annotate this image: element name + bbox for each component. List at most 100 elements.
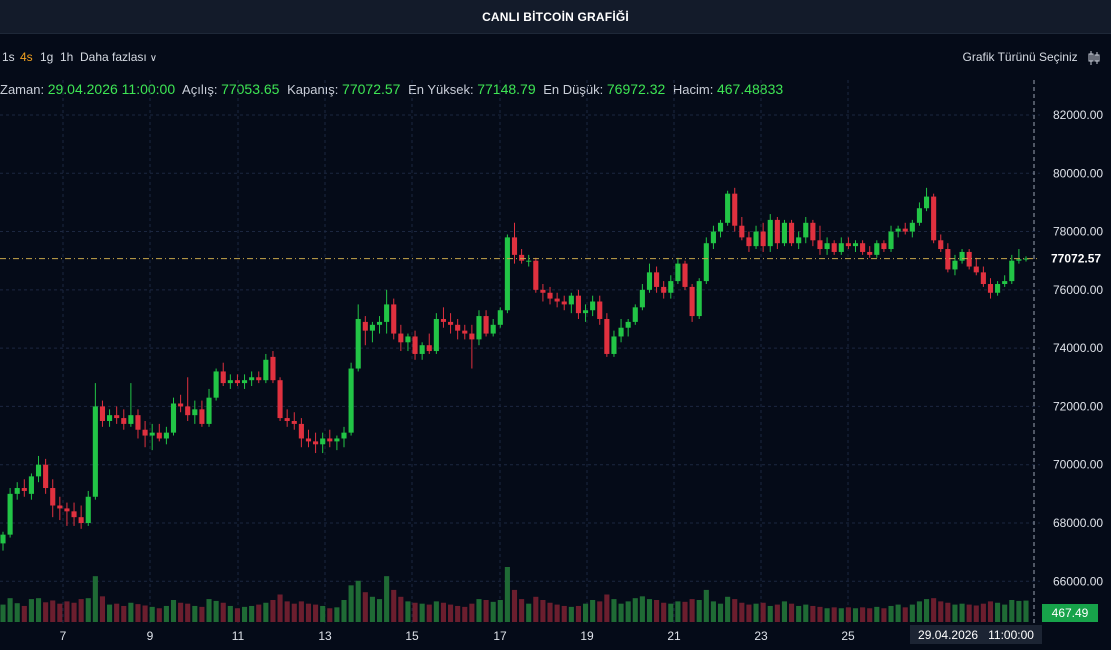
volume-bar bbox=[511, 589, 518, 622]
candle-body bbox=[604, 318, 610, 354]
page-title: CANLI BİTCOİN GRAFİĞİ bbox=[482, 9, 629, 24]
volume-bar bbox=[710, 601, 716, 622]
high-label: En Yüksek: bbox=[408, 82, 474, 97]
candle-body bbox=[163, 432, 169, 439]
last-volume-badge bbox=[1042, 604, 1098, 622]
candle-body bbox=[568, 295, 574, 305]
more-timeframes-dropdown[interactable]: Daha fazlası ∨ bbox=[80, 50, 157, 64]
candle-body bbox=[916, 208, 922, 223]
volume-bar bbox=[14, 603, 20, 622]
candle-body bbox=[632, 307, 638, 322]
candle-body bbox=[995, 284, 1001, 293]
volume-bar bbox=[135, 604, 141, 622]
volume-bar bbox=[1009, 600, 1015, 622]
y-tick-label: 82000.00 bbox=[1053, 108, 1103, 122]
volume-bar bbox=[476, 599, 482, 622]
volume-bar bbox=[611, 599, 617, 622]
volume-bar bbox=[810, 605, 816, 622]
volume-bar bbox=[469, 603, 475, 622]
timeframe-4s[interactable]: 4s bbox=[20, 50, 33, 64]
candle-body bbox=[824, 243, 830, 250]
candle-body bbox=[767, 219, 773, 247]
time-label: Zaman: bbox=[0, 82, 45, 97]
volume-bar bbox=[419, 603, 425, 622]
y-tick-label: 74000.00 bbox=[1053, 341, 1103, 355]
volume-bar bbox=[206, 599, 212, 622]
x-tick-label: 17 bbox=[493, 629, 507, 643]
volume-bar bbox=[995, 602, 1001, 622]
candle-body bbox=[831, 243, 837, 252]
volume-bar bbox=[483, 600, 489, 622]
candle-body bbox=[78, 517, 84, 523]
volume-bar bbox=[376, 599, 383, 622]
candle-body bbox=[696, 281, 702, 317]
chart-title-bar: CANLI BİTCOİN GRAFİĞİ bbox=[0, 0, 1111, 34]
volume-bar bbox=[121, 605, 127, 622]
candle-body bbox=[654, 272, 660, 287]
volume-bar bbox=[725, 596, 731, 622]
candle-body bbox=[199, 409, 205, 424]
volume-bar bbox=[412, 602, 418, 622]
volume-bar bbox=[57, 603, 63, 622]
volume-bar bbox=[178, 602, 184, 622]
volume-bar bbox=[831, 607, 837, 622]
volume-bar bbox=[227, 605, 233, 622]
candle-body bbox=[448, 321, 454, 325]
candle-body bbox=[980, 272, 986, 285]
candle-body bbox=[661, 286, 667, 293]
candle-body bbox=[1023, 258, 1029, 260]
volume-bar bbox=[114, 603, 120, 622]
candle-body bbox=[419, 345, 425, 354]
volume-bar bbox=[163, 605, 169, 622]
candle-body bbox=[327, 438, 333, 442]
candle-body bbox=[582, 310, 589, 314]
candlestick-chart[interactable]: 82000.00 80000.00 78000.00 76000.00 74000.00… bbox=[0, 80, 1111, 650]
candle-body bbox=[796, 237, 802, 244]
candle-body bbox=[341, 432, 347, 439]
candle-body bbox=[50, 488, 56, 506]
volume-bar bbox=[582, 603, 589, 622]
candle-body bbox=[0, 534, 6, 544]
candle-body bbox=[845, 243, 851, 247]
candle-body bbox=[497, 310, 503, 325]
candle-body bbox=[703, 243, 709, 282]
volume-bar bbox=[107, 604, 113, 622]
low-label: En Düşük: bbox=[543, 82, 604, 97]
x-tick-label: 19 bbox=[580, 629, 594, 643]
volume-bar bbox=[867, 608, 873, 622]
timeframe-1s[interactable]: 1s bbox=[2, 50, 15, 64]
timeframe-1g[interactable]: 1g bbox=[40, 50, 54, 64]
chevron-down-icon: ∨ bbox=[149, 53, 158, 64]
toolbar: 1s 4s 1g 1h Daha fazlası ∨ Grafik Türünü … bbox=[0, 48, 1111, 68]
candle-body bbox=[625, 321, 631, 328]
candle-body bbox=[384, 304, 390, 322]
candle-body bbox=[533, 260, 539, 290]
chart-type-selector[interactable]: Grafik Türünü Seçiniz bbox=[962, 50, 1101, 66]
candle-body bbox=[881, 243, 887, 250]
volume-bar bbox=[348, 585, 354, 622]
volume-bar bbox=[852, 608, 859, 622]
candle-body bbox=[725, 193, 731, 223]
x-tick-label: 23 bbox=[754, 629, 768, 643]
candle-body bbox=[170, 403, 177, 433]
time-value: 29.04.2026 11:00:00 bbox=[47, 81, 176, 97]
volume-bar bbox=[78, 599, 84, 622]
candle-body bbox=[760, 231, 766, 247]
volume-bar bbox=[845, 607, 851, 622]
volume-bar bbox=[35, 598, 42, 622]
candle-body bbox=[902, 228, 908, 232]
timeframe-1h[interactable]: 1h bbox=[60, 50, 74, 64]
x-tick-label: 21 bbox=[667, 629, 681, 643]
candle-body bbox=[952, 260, 958, 270]
candle-body bbox=[838, 243, 844, 252]
volume-bar bbox=[881, 608, 887, 622]
candle-body bbox=[185, 406, 191, 416]
volume-bar bbox=[298, 601, 304, 622]
candle-body bbox=[945, 249, 951, 270]
open-value: 77053.65 bbox=[221, 81, 280, 97]
close-value: 77072.57 bbox=[342, 81, 401, 97]
candle-body bbox=[313, 441, 319, 445]
volume-bar bbox=[433, 601, 439, 622]
candle-body bbox=[35, 464, 42, 477]
candle-body bbox=[852, 243, 859, 247]
